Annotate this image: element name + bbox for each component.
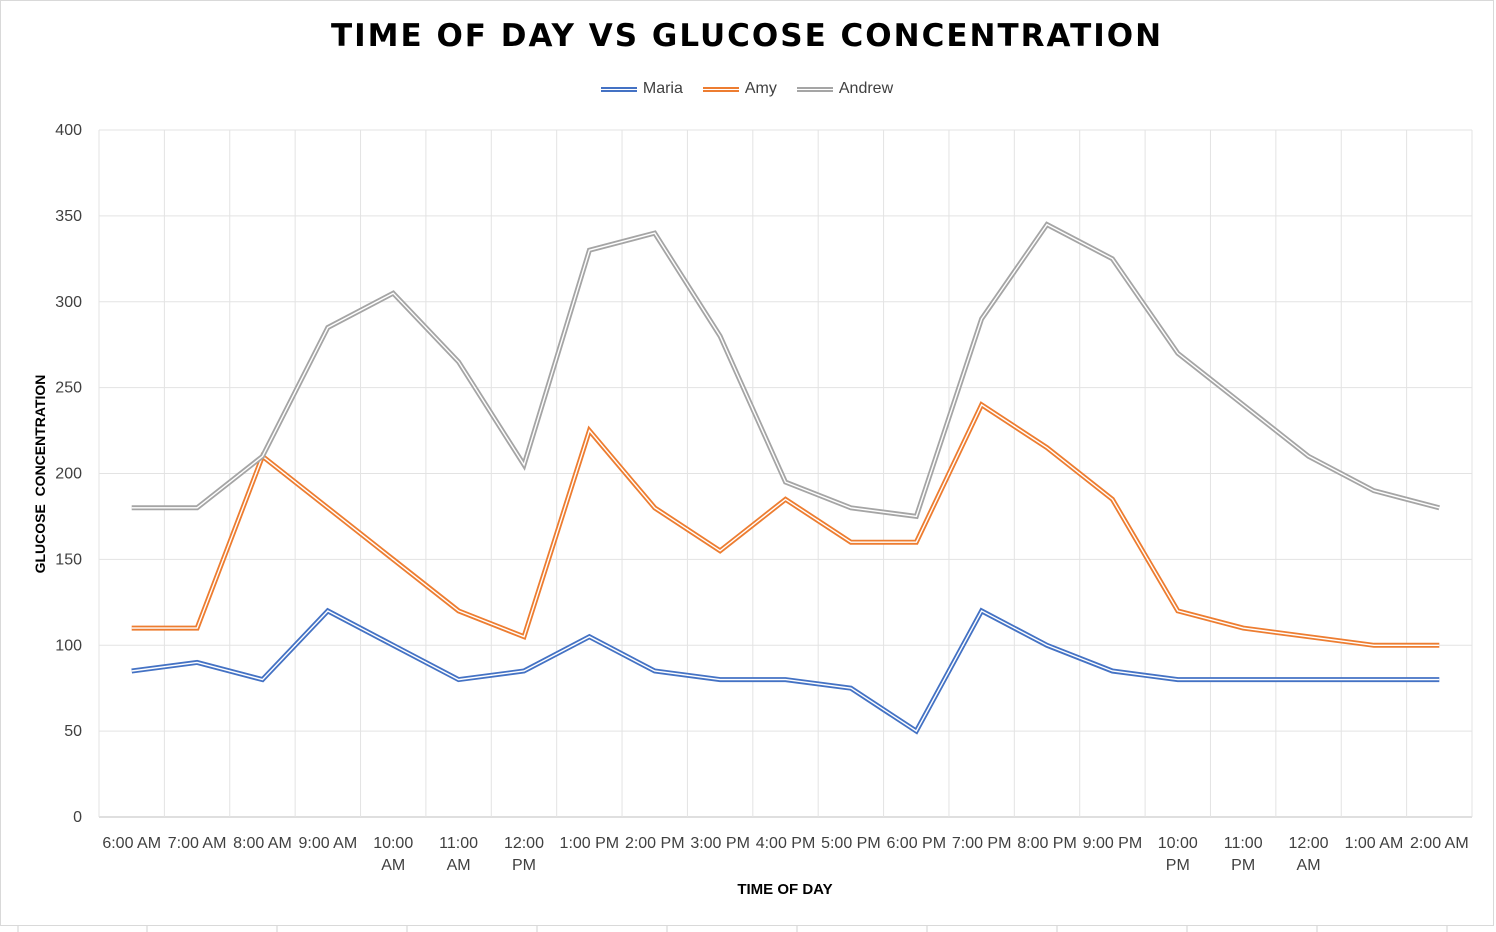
x-tick-label: 5:00 PM [821, 835, 881, 852]
y-tick-label: 100 [55, 637, 82, 654]
y-tick-label: 350 [55, 208, 82, 225]
x-tick-label: 6:00 PM [886, 835, 946, 852]
x-tick-label: 7:00 AM [168, 835, 227, 852]
y-tick-label: 0 [73, 809, 82, 826]
legend-item-amy: Amy [702, 80, 777, 98]
x-tick-label: AM [381, 857, 405, 874]
x-tick-label: 2:00 AM [1410, 835, 1469, 852]
y-tick-label: 150 [55, 551, 82, 568]
x-tick-label: 11:00 [439, 835, 478, 852]
x-tick-label: PM [1166, 857, 1190, 874]
series-line-core-amy [131, 403, 1440, 646]
legend-item-maria: Maria [600, 80, 683, 98]
legend-swatch-amy [702, 86, 739, 92]
legend-swatch-andrew [796, 86, 833, 92]
legend-swatch-maria [600, 86, 637, 92]
legend-label-maria: Maria [642, 80, 683, 97]
x-tick-label: 1:00 AM [1345, 835, 1404, 852]
x-tick-label: 3:00 PM [690, 835, 750, 852]
y-tick-label: 250 [55, 380, 82, 397]
legend-label-amy: Amy [744, 80, 777, 97]
legend-item-andrew: Andrew [796, 80, 894, 98]
x-tick-label: 1:00 PM [560, 835, 620, 852]
x-axis-title: TIME OF DAY [737, 881, 833, 898]
x-tick-label: 10:00 [373, 835, 413, 852]
x-tick-label: 9:00 PM [1083, 835, 1143, 852]
sheet-grid-edge [17, 926, 1448, 932]
x-tick-label: 9:00 AM [298, 835, 357, 852]
x-tick-label: 2:00 PM [625, 835, 685, 852]
x-tick-label: 12:00 [504, 835, 544, 852]
series-line-core-andrew [131, 223, 1440, 518]
y-tick-label: 300 [55, 294, 82, 311]
x-tick-label: 11:00 [1224, 835, 1263, 852]
x-tick-label: 10:00 [1158, 835, 1198, 852]
x-tick-label: 4:00 PM [756, 835, 816, 852]
y-axis-title: GLUCOSE CONCENTRATION [32, 374, 48, 574]
x-tick-label: 6:00 AM [102, 835, 161, 852]
y-tick-label: 400 [55, 122, 82, 139]
chart-legend: Maria Amy Andrew [0, 80, 1494, 98]
x-tick-label: 8:00 PM [1017, 835, 1077, 852]
x-tick-label: AM [447, 857, 471, 874]
x-tick-label: 12:00 [1289, 835, 1329, 852]
y-tick-label: 50 [64, 723, 82, 740]
chart-title: TIME OF DAY VS GLUCOSE CONCENTRATION [330, 18, 1164, 54]
legend-label-andrew: Andrew [838, 80, 894, 97]
x-tick-label: AM [1297, 857, 1321, 874]
x-tick-label: 8:00 AM [233, 835, 292, 852]
x-tick-label: 7:00 PM [952, 835, 1012, 852]
series-line-core-maria [131, 609, 1440, 733]
x-tick-label: PM [512, 857, 536, 874]
series-line-andrew [131, 221, 1440, 520]
y-tick-label: 200 [55, 466, 82, 483]
x-tick-label: PM [1231, 857, 1255, 874]
